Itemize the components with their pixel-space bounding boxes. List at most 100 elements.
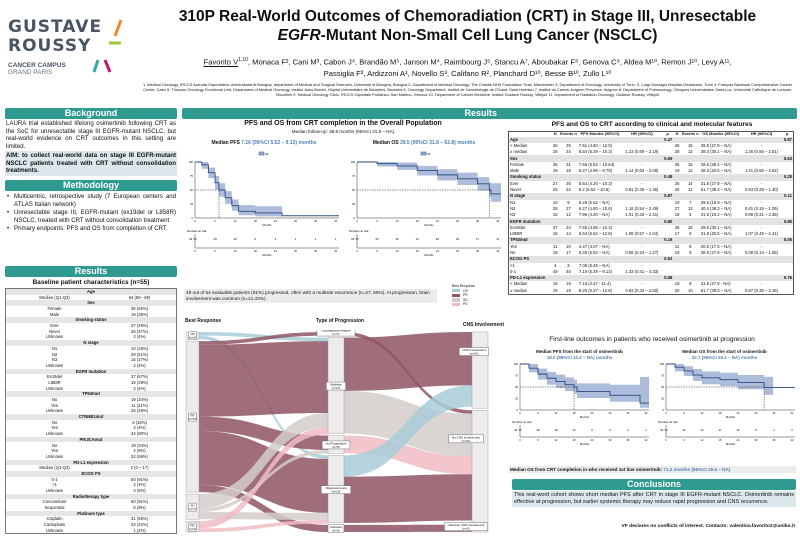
row-value: 37 (67%) xyxy=(131,374,149,380)
table-cell: 12 xyxy=(687,168,693,174)
row-label: Concomitant xyxy=(42,499,67,505)
logo-line4: GRAND PARIS xyxy=(8,69,53,76)
group-label: Radiotherapy type xyxy=(5,493,177,500)
table-cell xyxy=(622,256,662,263)
node-count: (n=2) xyxy=(189,336,196,340)
sankey-node-NP: No Progression(n=5) xyxy=(321,435,351,454)
x-tick-label: 0 xyxy=(665,411,667,415)
x-tick-label: 6 xyxy=(683,411,685,415)
flow-PR-LR xyxy=(199,332,328,345)
flow-UK-UCNS xyxy=(344,524,472,532)
table-cell: 0.80 xyxy=(661,218,674,225)
table-cell: 1.23 (0.69 – 2.19) xyxy=(625,149,659,155)
x-tick-label: 36 xyxy=(476,249,479,253)
table-cell: 0.58 xyxy=(661,275,674,282)
table-cell xyxy=(551,218,560,225)
legend-label: PR xyxy=(463,293,468,298)
at-risk-value: 12 xyxy=(572,428,576,432)
table-cell: 15 xyxy=(552,212,558,218)
table-cell xyxy=(741,237,782,244)
y-tick-label: 100 xyxy=(514,362,519,366)
flow-OL-NCNS xyxy=(344,474,472,523)
table-cell xyxy=(559,237,578,244)
table-cell: < Median xyxy=(510,142,528,148)
x-axis-label: Months xyxy=(262,253,272,257)
node-label-box xyxy=(321,440,351,450)
flow-SD-MS xyxy=(199,413,328,509)
x-tick-label: 42 xyxy=(496,249,499,253)
at-risk-axes xyxy=(665,425,795,438)
table-cell xyxy=(622,174,662,181)
sankey-node-SD: SD(n=7) xyxy=(185,493,200,520)
x-tick-label: 18 xyxy=(719,411,722,415)
node-count: (n=7) xyxy=(189,507,196,511)
x-tick-label: 12 xyxy=(555,438,558,442)
row-label: Cisplatin xyxy=(46,516,63,522)
flow-CR-MS xyxy=(199,332,328,342)
table-cell: 12 xyxy=(687,149,693,155)
table-cell: 18 xyxy=(674,281,680,287)
table-cell: N3 xyxy=(510,212,516,218)
at-risk-axes xyxy=(194,234,339,249)
legend-swatch xyxy=(452,288,460,293)
row-value: 25 (45%) xyxy=(131,408,149,414)
table-cell xyxy=(699,256,742,263)
row-value: 9 (16%) xyxy=(132,419,147,425)
table-cell: 15 xyxy=(687,142,693,148)
os-crt-value: 71.2 months (95%CI 29.6 – NA) xyxy=(663,467,731,472)
table-cell xyxy=(699,155,742,162)
x-axis-label: Months xyxy=(726,415,736,419)
table-cell xyxy=(551,155,560,162)
row-value: 23 (42%) xyxy=(131,522,149,528)
row-value: 32 (58%) xyxy=(131,453,149,459)
node-label-box xyxy=(444,522,488,531)
x-tick-label: 18 xyxy=(416,219,419,223)
table-cell xyxy=(673,237,681,244)
at-risk-value: 50 xyxy=(376,237,380,241)
node-label: CR xyxy=(190,332,195,336)
table-cell: 0.63 (0.28 – 1.40) xyxy=(744,187,778,193)
y-tick-label: 75 xyxy=(190,174,193,178)
table-row: < Median 19 19 7.16 (4.47 - 11.4) - 18 9 31.8 (… xyxy=(509,281,794,287)
x-tick-label: 42 xyxy=(791,438,794,442)
table-cell: 19 xyxy=(552,168,558,174)
table-cell: EGFR mutation xyxy=(508,218,552,225)
x-tick-label: 36 xyxy=(773,411,776,415)
table-cell: 1.01 (0.42 – 2.41) xyxy=(625,212,659,218)
x-tick-label: 24 xyxy=(737,411,740,415)
table-cell: 26 xyxy=(674,180,680,186)
row-label: N2 xyxy=(51,351,58,357)
table-cell: 26 xyxy=(674,187,680,193)
table-cell: 0.86 (0.31 – 2.38) xyxy=(744,212,778,218)
x-tick-label: 36 xyxy=(773,438,776,442)
table-cell: 6.54 (5.29 – 10.3) xyxy=(578,149,612,155)
os-label: Median OS xyxy=(372,140,399,146)
table-cell: N2 xyxy=(510,205,516,211)
table-cell: 28 xyxy=(674,149,680,155)
table-cell: 9 xyxy=(567,199,570,205)
table-row: Ex19del 37 (67%) xyxy=(6,374,177,380)
table-cell xyxy=(673,193,681,200)
median-line xyxy=(357,189,490,218)
overall-title: PFS and OS from CRT completion in the Ov… xyxy=(244,120,442,127)
table-cell: 38.3 (20.5 – NA) xyxy=(700,168,732,174)
y-tick-label: 50 xyxy=(352,188,355,192)
column-header: p xyxy=(785,131,789,136)
x-tick-label: 0 xyxy=(519,438,521,442)
y-tick-label: 25 xyxy=(352,202,355,206)
table-cell: 38.3 (30.1 – NA) xyxy=(700,149,732,155)
row-value: 44 (80%) xyxy=(131,431,149,437)
methodology-item: Unresectable stage III, EGFR-mutant (ex1… xyxy=(6,209,176,224)
table-group-row: EGFR mutation xyxy=(5,368,177,375)
flow-PR-MS xyxy=(199,341,328,417)
table-cell xyxy=(699,237,742,244)
x-axis-label: Months xyxy=(262,223,272,227)
axes xyxy=(519,364,649,411)
table-cell: 61.7 (39.5 – NA) xyxy=(700,287,732,293)
table-cell: 8 xyxy=(689,243,692,249)
table-cell: 0.87 xyxy=(781,136,794,143)
group-label: N stage xyxy=(5,340,177,346)
authors-rest: , Monaca F², Cani M³, Cabon J⁴, Brandão … xyxy=(247,57,732,67)
at-risk-value: 29 xyxy=(214,237,218,241)
table-row: Unknown 1 (2%) xyxy=(6,528,177,534)
